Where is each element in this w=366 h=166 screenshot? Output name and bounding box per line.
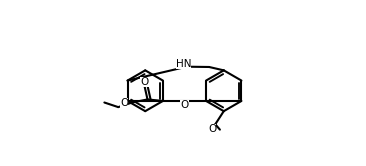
Text: O: O [180,100,188,110]
Text: O: O [208,124,216,134]
Text: HN: HN [176,59,191,69]
Text: O: O [120,97,128,108]
Text: O: O [140,77,149,87]
